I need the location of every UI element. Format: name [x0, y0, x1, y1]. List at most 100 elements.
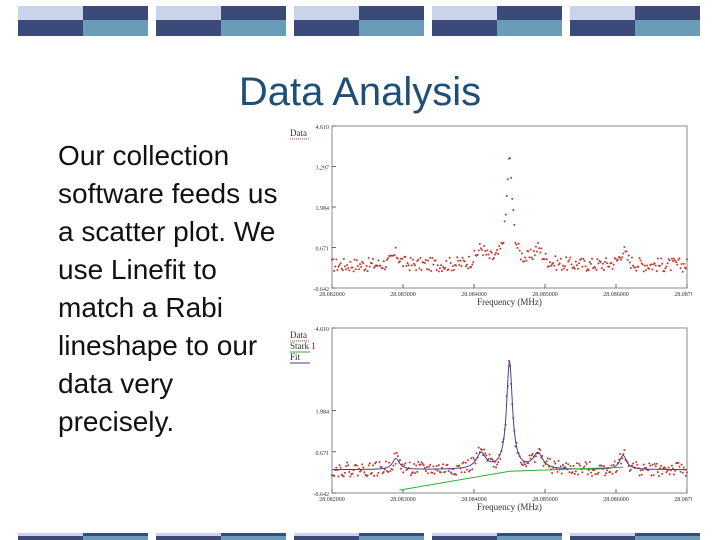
data-point	[431, 471, 434, 474]
y-tick-label: 4.610	[316, 125, 330, 131]
data-point	[491, 258, 494, 261]
data-point	[642, 463, 645, 466]
data-point	[427, 472, 430, 475]
data-point	[394, 246, 397, 249]
data-point	[560, 268, 563, 271]
data-point	[355, 259, 358, 262]
data-point	[487, 253, 490, 256]
data-point	[629, 468, 632, 471]
data-point	[404, 462, 407, 465]
data-point	[557, 459, 560, 462]
data-point	[649, 464, 652, 467]
data-point	[639, 259, 642, 262]
data-point	[653, 262, 656, 265]
x-tick-label: 28.082000	[319, 497, 345, 503]
data-point	[588, 461, 591, 464]
data-point	[378, 461, 381, 464]
band-segment	[570, 536, 635, 540]
data-point	[432, 465, 435, 468]
data-point	[571, 471, 574, 474]
data-point	[638, 257, 641, 260]
band-segment	[156, 19, 221, 36]
data-point	[416, 470, 419, 473]
data-point	[611, 472, 614, 475]
data-point	[679, 267, 682, 270]
data-point	[415, 464, 418, 467]
data-point	[354, 268, 357, 271]
data-point	[427, 259, 430, 262]
data-point	[470, 265, 473, 268]
band-segment	[294, 19, 359, 36]
data-point	[568, 258, 571, 261]
data-point	[623, 449, 626, 452]
data-point	[538, 247, 541, 250]
data-point	[545, 460, 548, 463]
data-point	[451, 265, 454, 268]
data-point	[562, 267, 565, 270]
data-point	[615, 469, 618, 472]
band-segment	[635, 533, 700, 537]
data-point	[342, 475, 345, 478]
data-point	[612, 463, 615, 466]
data-point	[669, 269, 672, 272]
data-point	[579, 464, 582, 467]
data-point	[476, 253, 479, 256]
top-decor-band	[0, 6, 720, 36]
data-point	[484, 250, 487, 253]
data-point	[391, 468, 394, 471]
data-point	[450, 269, 453, 272]
data-point	[586, 473, 589, 476]
data-point	[580, 257, 583, 260]
slide-title: Data Analysis	[238, 70, 482, 114]
band-segment	[18, 536, 83, 540]
data-point	[574, 470, 577, 473]
data-point	[340, 473, 343, 476]
data-point	[477, 249, 480, 252]
data-point	[420, 268, 423, 271]
data-point	[382, 471, 385, 474]
data-point	[407, 264, 410, 267]
data-point	[600, 267, 603, 270]
data-point	[465, 263, 468, 266]
data-point	[430, 269, 433, 272]
data-point	[553, 460, 556, 463]
y-tick-label: -0.642	[314, 492, 330, 498]
data-point	[550, 264, 553, 267]
data-point	[555, 268, 558, 271]
data-point	[376, 474, 379, 477]
data-point	[659, 467, 662, 470]
data-point	[442, 463, 445, 466]
data-point	[434, 259, 437, 262]
data-point	[568, 471, 571, 474]
y-tick-label: 1.984	[316, 410, 330, 416]
data-point	[464, 461, 467, 464]
x-axis-label: Frequency (MHz)	[477, 502, 542, 512]
y-tick-label: 0.671	[316, 247, 330, 253]
band-segment	[635, 536, 700, 540]
data-point	[660, 464, 663, 467]
data-point	[577, 267, 580, 270]
data-point	[551, 472, 554, 475]
data-point	[345, 268, 348, 271]
data-point	[466, 267, 469, 270]
data-point	[525, 465, 528, 468]
data-point	[518, 249, 521, 252]
data-point	[372, 257, 375, 260]
data-point	[599, 261, 602, 264]
data-point	[447, 469, 450, 472]
data-point	[596, 258, 599, 261]
data-point	[539, 251, 542, 254]
data-point	[337, 475, 340, 478]
data-point	[455, 473, 458, 476]
data-point	[393, 253, 396, 256]
data-point	[573, 472, 576, 475]
data-point	[429, 463, 432, 466]
data-point	[533, 254, 536, 257]
data-point	[408, 269, 411, 272]
data-point	[456, 256, 459, 259]
data-point	[444, 266, 447, 269]
data-point	[452, 269, 455, 272]
data-point	[370, 262, 373, 265]
band-segment	[497, 536, 562, 540]
